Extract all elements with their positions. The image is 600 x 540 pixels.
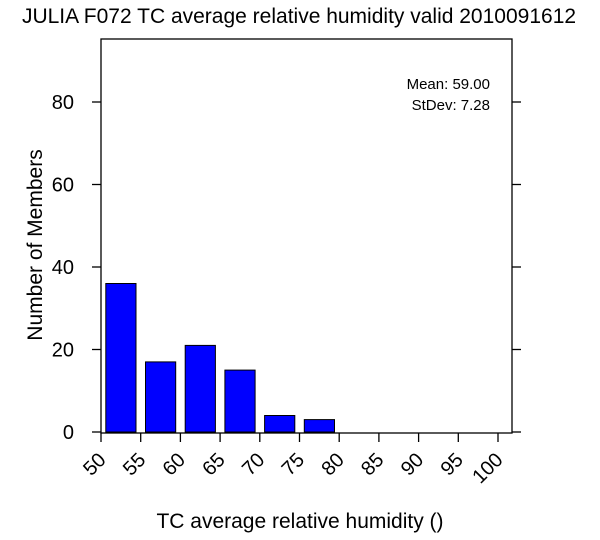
y-tick-label: 60: [52, 175, 74, 197]
x-tick-label: 85: [357, 449, 388, 480]
histogram-bar: [303, 419, 335, 433]
histogram-bar: [264, 415, 296, 433]
x-tick-label: 90: [397, 449, 428, 480]
plot-frame: [100, 38, 513, 434]
mean-annotation: Mean: 59.00: [407, 76, 490, 93]
x-tick-label: 60: [159, 449, 190, 480]
x-tick-label: 100: [468, 449, 507, 488]
x-tick-label: 75: [278, 449, 309, 480]
y-axis-label: Number of Members: [24, 149, 47, 340]
y-tick-label: 0: [63, 422, 74, 444]
stdev-annotation: StDev: 7.28: [412, 97, 490, 114]
y-tick-label: 80: [52, 92, 74, 114]
x-axis-label: TC average relative humidity (): [156, 510, 443, 533]
x-tick-label: 70: [238, 449, 269, 480]
x-tick-label: 55: [119, 449, 150, 480]
histogram-bar: [184, 344, 216, 433]
x-tick-label: 65: [198, 449, 229, 480]
x-tick-label: 80: [317, 449, 348, 480]
x-tick-label: 50: [79, 449, 110, 480]
histogram-bar: [224, 369, 256, 433]
bars-layer: [105, 283, 335, 433]
histogram-bar: [105, 283, 137, 433]
histogram-bar: [145, 361, 177, 433]
x-tick-label: 95: [437, 449, 468, 480]
chart-title: JULIA F072 TC average relative humidity …: [22, 5, 576, 28]
y-tick-label: 40: [52, 257, 74, 279]
y-tick-label: 20: [52, 340, 74, 362]
